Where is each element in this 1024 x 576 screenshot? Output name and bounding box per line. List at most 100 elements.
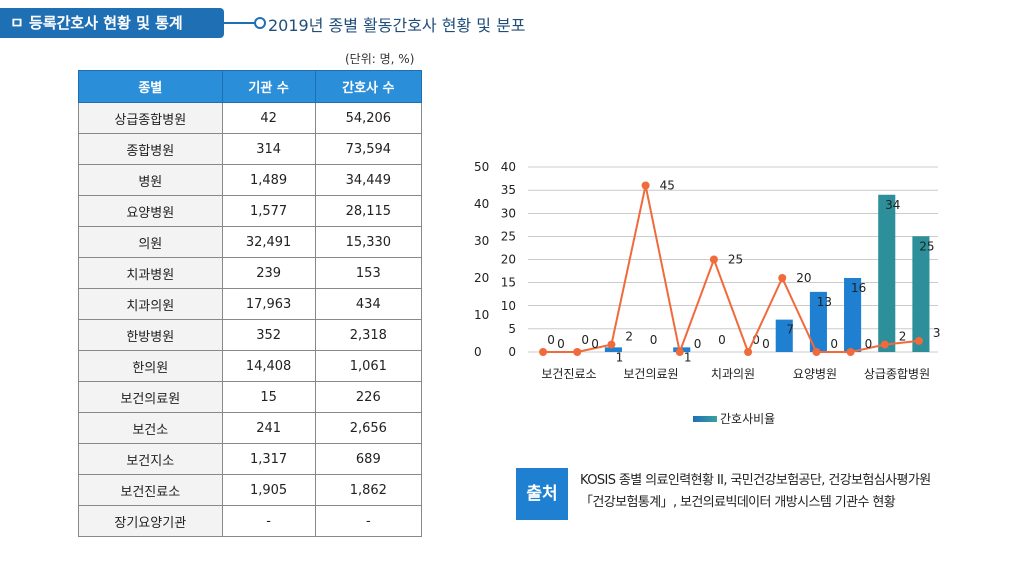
cell-type: 상급종합병원 bbox=[78, 102, 223, 134]
y2-tick-label: 10 bbox=[474, 308, 489, 322]
bar-data-label: 0 bbox=[581, 333, 589, 347]
table-unit: (단위: 명, %) bbox=[345, 52, 415, 66]
line-point bbox=[641, 181, 650, 190]
table-header-row: 종별 기관 수 간호사 수 bbox=[78, 70, 423, 103]
bar bbox=[878, 194, 896, 352]
table-row: 요양병원 1,577 28,115 bbox=[78, 195, 423, 227]
bar-data-label: 0 bbox=[718, 333, 726, 347]
cell-nurses: 73,594 bbox=[314, 133, 423, 165]
stats-table: 종별 기관 수 간호사 수 상급종합병원 42 54,206 종합병원 314 73,59… bbox=[78, 70, 423, 537]
x-tick-label: 보건의료원 bbox=[623, 367, 678, 381]
cell-type: 치과병원 bbox=[78, 257, 223, 289]
line-data-label: 2 bbox=[625, 330, 633, 344]
cell-type: 보건의료원 bbox=[78, 381, 223, 413]
cell-nurses: 15,330 bbox=[314, 226, 423, 258]
x-tick-label: 요양병원 bbox=[793, 367, 837, 381]
header-institutions: 기관 수 bbox=[221, 70, 316, 103]
line-data-label: 0 bbox=[557, 337, 565, 351]
cell-nurses: 434 bbox=[314, 288, 423, 320]
line-series bbox=[543, 185, 920, 356]
line-data-label: 0 bbox=[830, 337, 838, 351]
table-row: 한의원 14,408 1,061 bbox=[78, 350, 423, 382]
bar-data-label: 0 bbox=[547, 333, 555, 347]
line-point bbox=[539, 348, 548, 356]
y2-tick-label: 50 bbox=[474, 160, 489, 174]
table-row: 치과병원 239 153 bbox=[78, 257, 423, 289]
header-dot-icon bbox=[254, 17, 266, 29]
y-tick-label: 10 bbox=[501, 299, 516, 313]
line-data-label: 45 bbox=[660, 179, 675, 193]
table-row: 종합병원 314 73,594 bbox=[78, 133, 423, 165]
cell-nurses: 34,449 bbox=[314, 164, 423, 196]
bar-data-label: 1 bbox=[616, 350, 624, 364]
cell-institutions: 1,577 bbox=[221, 195, 316, 227]
cell-type: 장기요양기관 bbox=[78, 505, 223, 537]
y2-tick-label: 30 bbox=[474, 234, 489, 248]
x-tick-label: 상급종합병원 bbox=[864, 367, 930, 381]
cell-nurses: 226 bbox=[314, 381, 423, 413]
header-type: 종별 bbox=[78, 70, 223, 103]
line-data-label: 0 bbox=[591, 337, 599, 351]
cell-type: 보건소 bbox=[78, 412, 223, 444]
line-point bbox=[880, 340, 889, 349]
cell-institutions: 1,489 bbox=[221, 164, 316, 196]
line-point bbox=[573, 348, 582, 356]
cell-institutions: 1,905 bbox=[221, 474, 316, 506]
cell-type: 보건지소 bbox=[78, 443, 223, 475]
x-tick-label: 치과의원 bbox=[711, 367, 755, 381]
table-body: 상급종합병원 42 54,206 종합병원 314 73,594 병원 1,489 34,449… bbox=[78, 102, 423, 537]
bar bbox=[912, 236, 930, 352]
legend-label: 간호사비율 bbox=[720, 412, 776, 426]
section-badge: ㅁ 등록간호사 현황 및 통계 bbox=[0, 8, 224, 38]
cell-type: 보건진료소 bbox=[78, 474, 223, 506]
table-row: 치과의원 17,963 434 bbox=[78, 288, 423, 320]
cell-institutions: 15 bbox=[221, 381, 316, 413]
cell-institutions: 42 bbox=[221, 102, 316, 134]
table-row: 보건소 241 2,656 bbox=[78, 412, 423, 444]
legend-swatch bbox=[693, 415, 717, 422]
bar bbox=[809, 291, 827, 352]
line-data-label: 20 bbox=[796, 271, 811, 285]
bar-data-label: 16 bbox=[851, 281, 866, 295]
y2-tick-label: 20 bbox=[474, 271, 489, 285]
table-row: 보건지소 1,317 689 bbox=[78, 443, 423, 475]
cell-type: 요양병원 bbox=[78, 195, 223, 227]
cell-type: 치과의원 bbox=[78, 288, 223, 320]
cell-nurses: 689 bbox=[314, 443, 423, 475]
bar-data-label: 0 bbox=[752, 333, 760, 347]
source-text: KOSIS 종별 의료인력현황 II, 국민건강보험공단, 건강보험심사평가원 … bbox=[580, 470, 931, 514]
y-tick-label: 0 bbox=[508, 345, 516, 359]
cell-nurses: 2,318 bbox=[314, 319, 423, 351]
cell-type: 한의원 bbox=[78, 350, 223, 382]
cell-nurses: - bbox=[314, 505, 423, 537]
table-row: 보건진료소 1,905 1,862 bbox=[78, 474, 423, 506]
line-data-label: 3 bbox=[933, 326, 941, 340]
y-tick-label: 35 bbox=[501, 183, 516, 197]
line-data-label: 0 bbox=[762, 337, 770, 351]
cell-type: 종합병원 bbox=[78, 133, 223, 165]
source-badge: 출처 bbox=[516, 468, 568, 520]
line-point bbox=[607, 340, 616, 349]
table-row: 상급종합병원 42 54,206 bbox=[78, 102, 423, 134]
line-point bbox=[846, 348, 855, 356]
y2-tick-label: 40 bbox=[474, 197, 489, 211]
bar-data-label: 34 bbox=[885, 198, 900, 212]
cell-institutions: 352 bbox=[221, 319, 316, 351]
cell-type: 병원 bbox=[78, 164, 223, 196]
line-data-label: 25 bbox=[728, 253, 743, 267]
bar-data-label: 1 bbox=[684, 350, 692, 364]
cell-institutions: 239 bbox=[221, 257, 316, 289]
line-data-label: 0 bbox=[865, 337, 873, 351]
bar-data-label: 0 bbox=[650, 333, 658, 347]
line-point bbox=[812, 348, 821, 356]
line-point bbox=[914, 336, 923, 345]
table-row: 한방병원 352 2,318 bbox=[78, 319, 423, 351]
cell-nurses: 54,206 bbox=[314, 102, 423, 134]
cell-nurses: 28,115 bbox=[314, 195, 423, 227]
cell-nurses: 1,061 bbox=[314, 350, 423, 382]
x-tick-label: 보건진료소 bbox=[541, 367, 596, 381]
source-line-1: KOSIS 종별 의료인력현황 II, 국민건강보험공단, 건강보험심사평가원 bbox=[580, 473, 931, 488]
y-tick-label: 25 bbox=[501, 229, 516, 243]
bar bbox=[844, 278, 862, 352]
source-line-2: 「건강보험통계」, 보건의료빅데이터 개방시스템 기관수 현황 bbox=[580, 495, 896, 510]
